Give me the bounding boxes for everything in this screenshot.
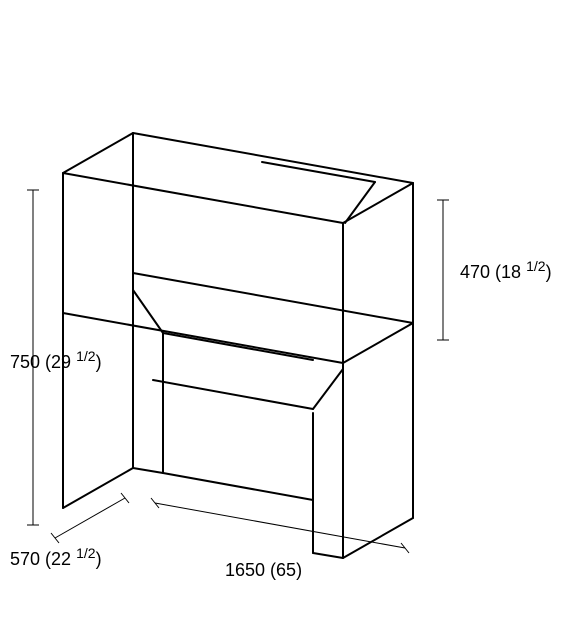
- mm-value: 470: [460, 262, 490, 282]
- mm-value: 1650: [225, 560, 265, 580]
- dim-depth-left: 570 (22 1/2): [10, 545, 102, 570]
- mm-value: 750: [10, 352, 40, 372]
- dim-height-right: 470 (18 1/2): [460, 258, 552, 283]
- in-value: 29: [51, 352, 71, 372]
- in-value: 22: [51, 549, 71, 569]
- in-frac: 1/2: [526, 258, 545, 274]
- mm-value: 570: [10, 549, 40, 569]
- dim-width-bottom: 1650 (65): [225, 560, 302, 581]
- in-frac: 1/2: [76, 545, 95, 561]
- furniture-outline: [63, 133, 413, 558]
- in-value: 18: [501, 262, 521, 282]
- in-value: 65: [276, 560, 296, 580]
- diagram-canvas: 750 (29 1/2) 570 (22 1/2) 1650 (65) 470 …: [0, 0, 574, 642]
- dim-height-left: 750 (29 1/2): [10, 348, 102, 373]
- in-frac: 1/2: [76, 348, 95, 364]
